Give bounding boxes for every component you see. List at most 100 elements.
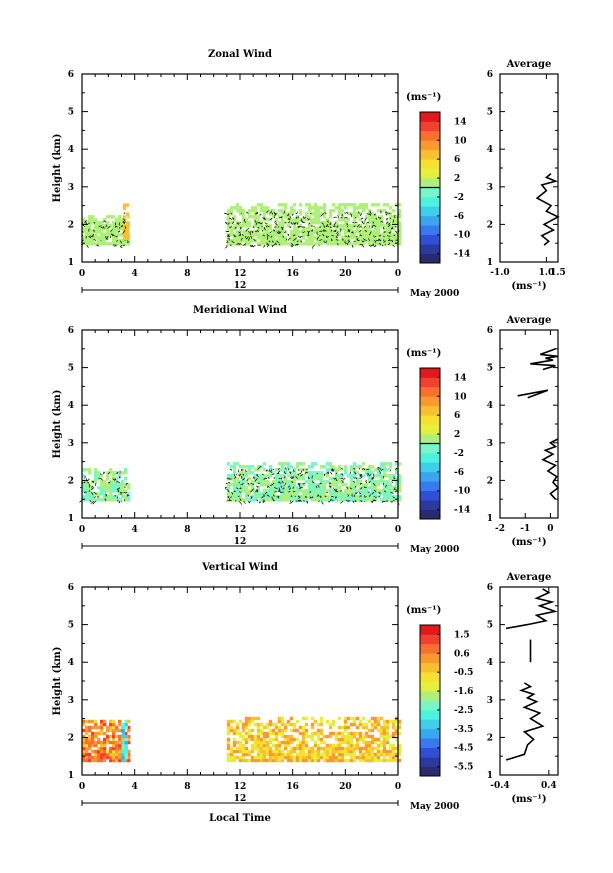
heatmap-cell — [226, 483, 231, 487]
heatmap-cell — [343, 725, 348, 730]
heatmap-cell — [100, 498, 104, 502]
heatmap-cell — [355, 737, 360, 742]
heatmap-cell — [301, 489, 306, 493]
heatmap-cell — [313, 752, 318, 757]
heatmap-cell — [259, 731, 264, 736]
heatmap-cell — [121, 492, 125, 496]
heatmap-cell — [103, 492, 107, 496]
heatmap-cell — [100, 474, 104, 478]
heatmap-cell — [379, 743, 384, 748]
contour-segment — [333, 216, 337, 219]
heatmap-cell — [337, 468, 342, 472]
heatmap-cell — [379, 233, 384, 237]
heatmap-cell — [82, 740, 86, 745]
colorbar-swatch — [420, 215, 440, 226]
heatmap-cell — [316, 486, 321, 490]
heatmap-cell — [298, 746, 303, 751]
heatmap-cell — [286, 734, 291, 739]
heatmap-cell — [259, 755, 264, 760]
heatmap-cell — [274, 495, 279, 499]
heatmap-cell — [328, 743, 333, 748]
heatmap-cell — [319, 474, 324, 478]
heatmap-cell — [289, 716, 294, 721]
contour-segment — [373, 489, 377, 493]
heatmap-cell — [361, 740, 366, 745]
heatmap-cell — [259, 728, 264, 733]
heatmap-cell — [262, 740, 267, 745]
heatmap-cell — [85, 233, 89, 237]
contour-segment — [240, 482, 244, 486]
heatmap-cell — [229, 465, 234, 469]
heatmap-cell — [256, 215, 261, 219]
contour-segment — [257, 465, 262, 470]
heatmap-cell — [118, 740, 122, 745]
contour-segment — [256, 489, 258, 493]
contour-segment — [392, 496, 396, 499]
heatmap-cell — [277, 215, 282, 219]
heatmap-cell — [97, 755, 101, 760]
heatmap-cell — [274, 218, 279, 222]
heatmap-cell — [337, 749, 342, 754]
heatmap-cell — [349, 746, 354, 751]
heatmap-cell — [97, 227, 101, 231]
heatmap-cell — [343, 224, 348, 228]
heatmap-cell — [253, 734, 258, 739]
heatmap-cell — [265, 206, 270, 210]
heatmap-cell — [310, 465, 315, 469]
heatmap-cell — [349, 716, 354, 721]
heatmap-cell — [82, 474, 86, 478]
colorbar-swatch — [420, 462, 440, 473]
heatmap-cell — [379, 465, 384, 469]
heatmap-cell — [295, 227, 300, 231]
heatmap-cell — [352, 221, 357, 225]
heatmap-cell — [310, 239, 315, 243]
heatmap-cell — [364, 746, 369, 751]
heatmap-cell — [125, 224, 130, 228]
heatmap-cell — [94, 477, 98, 481]
contour-segment — [300, 240, 303, 243]
heatmap-cell — [382, 746, 387, 751]
heatmap-cell — [316, 227, 321, 231]
heatmap-cell — [259, 722, 264, 727]
heatmap-cell — [391, 498, 396, 502]
heatmap-cell — [85, 489, 89, 493]
heatmap-cell — [268, 492, 273, 496]
heatmap-cell — [262, 749, 267, 754]
colorbar-tick-label: -2 — [454, 449, 464, 459]
heatmap-cell — [109, 758, 113, 763]
heatmap-cell — [370, 716, 375, 721]
heatmap-cell — [265, 749, 270, 754]
contour-segment — [321, 222, 324, 225]
heatmap-cell — [94, 218, 98, 222]
heatmap-cell — [118, 749, 122, 754]
heatmap-cell — [265, 483, 270, 487]
heatmap-cell — [319, 752, 324, 757]
heatmap-cell — [355, 230, 360, 234]
heatmap-cell — [307, 206, 312, 210]
x-tick-label: 8 — [184, 525, 190, 535]
heatmap-cell — [262, 483, 267, 487]
contour-segment — [373, 244, 377, 248]
heatmap-cell — [394, 758, 399, 763]
contour-segment — [333, 222, 337, 227]
heatmap-cell — [352, 486, 357, 490]
heatmap-cell — [253, 209, 258, 213]
contour-segment — [238, 473, 242, 477]
heatmap-cell — [349, 498, 354, 502]
heatmap-cell — [100, 233, 104, 237]
heatmap-cell — [250, 489, 255, 493]
heatmap-cell — [349, 242, 354, 246]
heatmap-cell — [229, 483, 234, 487]
heatmap-cell — [121, 740, 125, 745]
contour-segment — [229, 478, 232, 480]
heatmap-cell — [295, 230, 300, 234]
heatmap-cell — [388, 474, 393, 478]
heatmap-cell — [232, 480, 237, 484]
contour-segment — [333, 487, 336, 491]
contour-segment — [353, 467, 356, 470]
heatmap-cell — [106, 752, 110, 757]
heatmap-cell — [337, 233, 342, 237]
heatmap-cell — [268, 740, 273, 745]
contour-segment — [294, 495, 296, 497]
heatmap-cell — [325, 746, 330, 751]
